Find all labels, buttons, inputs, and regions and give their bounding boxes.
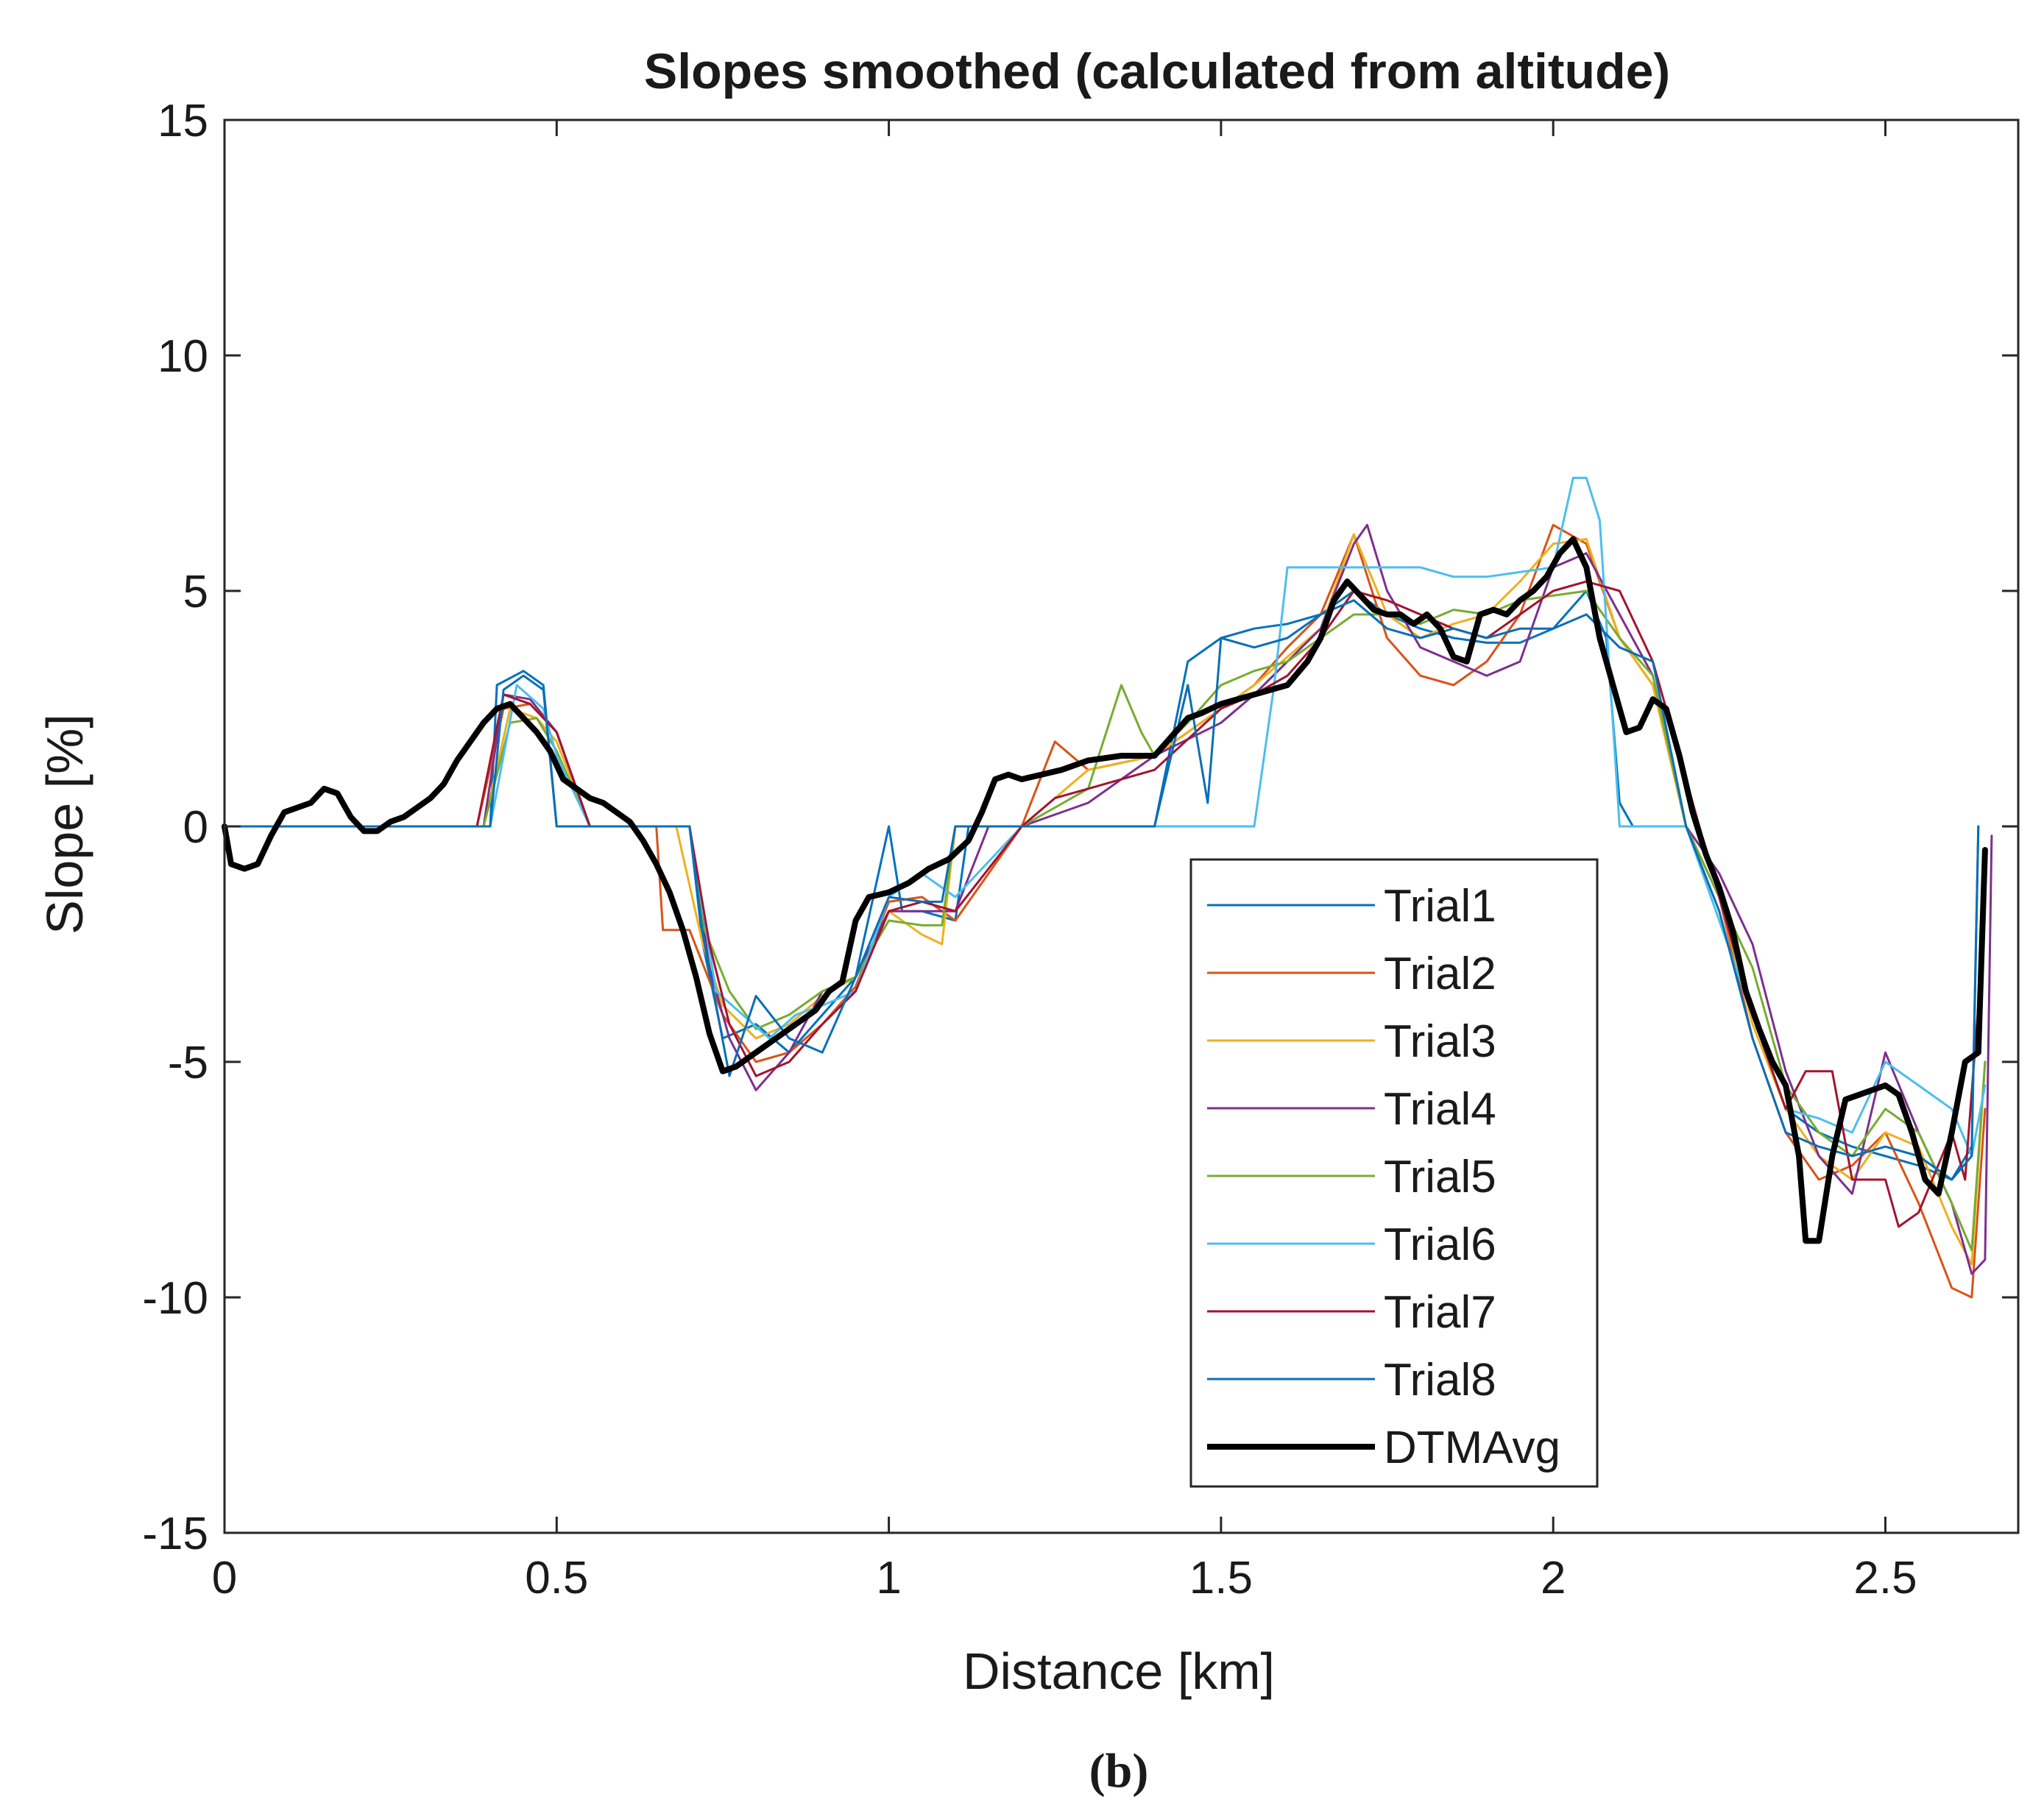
legend-label-trial6: Trial6 xyxy=(1384,1219,1496,1270)
legend-label-trial2: Trial2 xyxy=(1384,949,1496,999)
legend-label-trial8: Trial8 xyxy=(1384,1355,1496,1406)
x-tick-label: 0.5 xyxy=(525,1553,588,1603)
legend-label-trial7: Trial7 xyxy=(1384,1287,1496,1338)
legend-label-dtmavg: DTMAvg xyxy=(1384,1422,1560,1473)
legend: Trial1 Trial2 Trial3 Trial4 Trial5 Trial6 Tria… xyxy=(1189,858,1599,1488)
tick-layer: 0 0.5 1 1.5 2 2.5 -15 -10 -5 0 5 10 15 xyxy=(142,96,2018,1603)
y-tick-label: 15 xyxy=(158,96,208,146)
y-tick-label: 0 xyxy=(183,802,208,853)
legend-label-trial5: Trial5 xyxy=(1384,1152,1496,1202)
legend-label-trial3: Trial3 xyxy=(1384,1016,1496,1067)
series-line-trial3 xyxy=(223,533,1987,1266)
legend-label-trial1: Trial1 xyxy=(1384,881,1496,932)
x-axis-label: Distance [km] xyxy=(963,1642,1275,1700)
series-line-dtmavg xyxy=(222,536,1988,1244)
series-line-trial8 xyxy=(223,599,1980,1181)
series-layer xyxy=(222,476,1993,1299)
x-tick-label: 2 xyxy=(1541,1553,1566,1603)
legend-box xyxy=(1189,858,1599,1488)
y-tick-label: 10 xyxy=(158,331,208,382)
legend-label-trial4: Trial4 xyxy=(1384,1084,1496,1135)
series-line-trial7 xyxy=(223,580,1980,1228)
y-axis-label: Slope [%] xyxy=(36,714,93,935)
series-line-trial4 xyxy=(223,523,1993,1275)
y-tick-label: -15 xyxy=(142,1509,208,1559)
y-tick-label: -5 xyxy=(168,1038,208,1088)
x-tick-label: 1 xyxy=(876,1553,901,1603)
x-tick-label: 1.5 xyxy=(1189,1553,1253,1603)
chart-title: Slopes smoothed (calculated from altitud… xyxy=(644,43,1670,99)
y-tick-label: -10 xyxy=(142,1273,208,1324)
series-line-trial5 xyxy=(223,589,1987,1252)
y-tick-label: 5 xyxy=(183,567,208,617)
x-tick-label: 2.5 xyxy=(1853,1553,1917,1603)
figure-caption: (b) xyxy=(1089,1744,1149,1798)
x-tick-label: 0 xyxy=(212,1553,237,1603)
